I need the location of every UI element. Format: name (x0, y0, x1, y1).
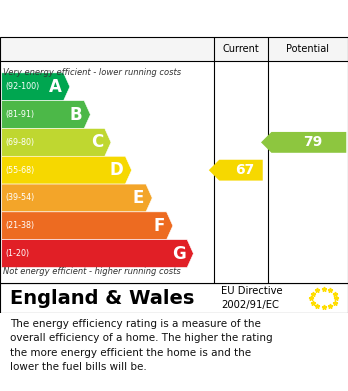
Text: C: C (91, 133, 103, 151)
Polygon shape (2, 240, 193, 267)
Text: (69-80): (69-80) (5, 138, 34, 147)
Text: Very energy efficient - lower running costs: Very energy efficient - lower running co… (3, 68, 182, 77)
Text: Potential: Potential (286, 44, 330, 54)
Text: E: E (133, 189, 144, 207)
Text: The energy efficiency rating is a measure of the
overall efficiency of a home. T: The energy efficiency rating is a measur… (10, 319, 273, 372)
Text: 67: 67 (235, 163, 254, 177)
Text: (39-54): (39-54) (5, 194, 34, 203)
Polygon shape (2, 100, 90, 129)
Polygon shape (2, 129, 111, 156)
Text: (92-100): (92-100) (5, 82, 39, 91)
Text: A: A (49, 78, 62, 96)
Text: B: B (70, 106, 82, 124)
Text: (1-20): (1-20) (5, 249, 29, 258)
Text: Energy Efficiency Rating: Energy Efficiency Rating (10, 13, 232, 27)
Polygon shape (2, 184, 152, 212)
Polygon shape (209, 160, 263, 181)
Text: (21-38): (21-38) (5, 221, 34, 230)
Polygon shape (2, 156, 132, 184)
Polygon shape (261, 132, 346, 153)
Text: (55-68): (55-68) (5, 166, 34, 175)
Bar (0, 37, 348, 61)
Text: F: F (153, 217, 165, 235)
Text: G: G (172, 244, 185, 263)
Text: Current: Current (223, 44, 259, 54)
Text: D: D (110, 161, 124, 179)
Text: 79: 79 (303, 135, 322, 149)
Polygon shape (2, 73, 70, 100)
Text: Not energy efficient - higher running costs: Not energy efficient - higher running co… (3, 267, 181, 276)
Polygon shape (2, 212, 173, 240)
Text: (81-91): (81-91) (5, 110, 34, 119)
Text: England & Wales: England & Wales (10, 289, 195, 308)
Text: EU Directive
2002/91/EC: EU Directive 2002/91/EC (221, 286, 283, 310)
